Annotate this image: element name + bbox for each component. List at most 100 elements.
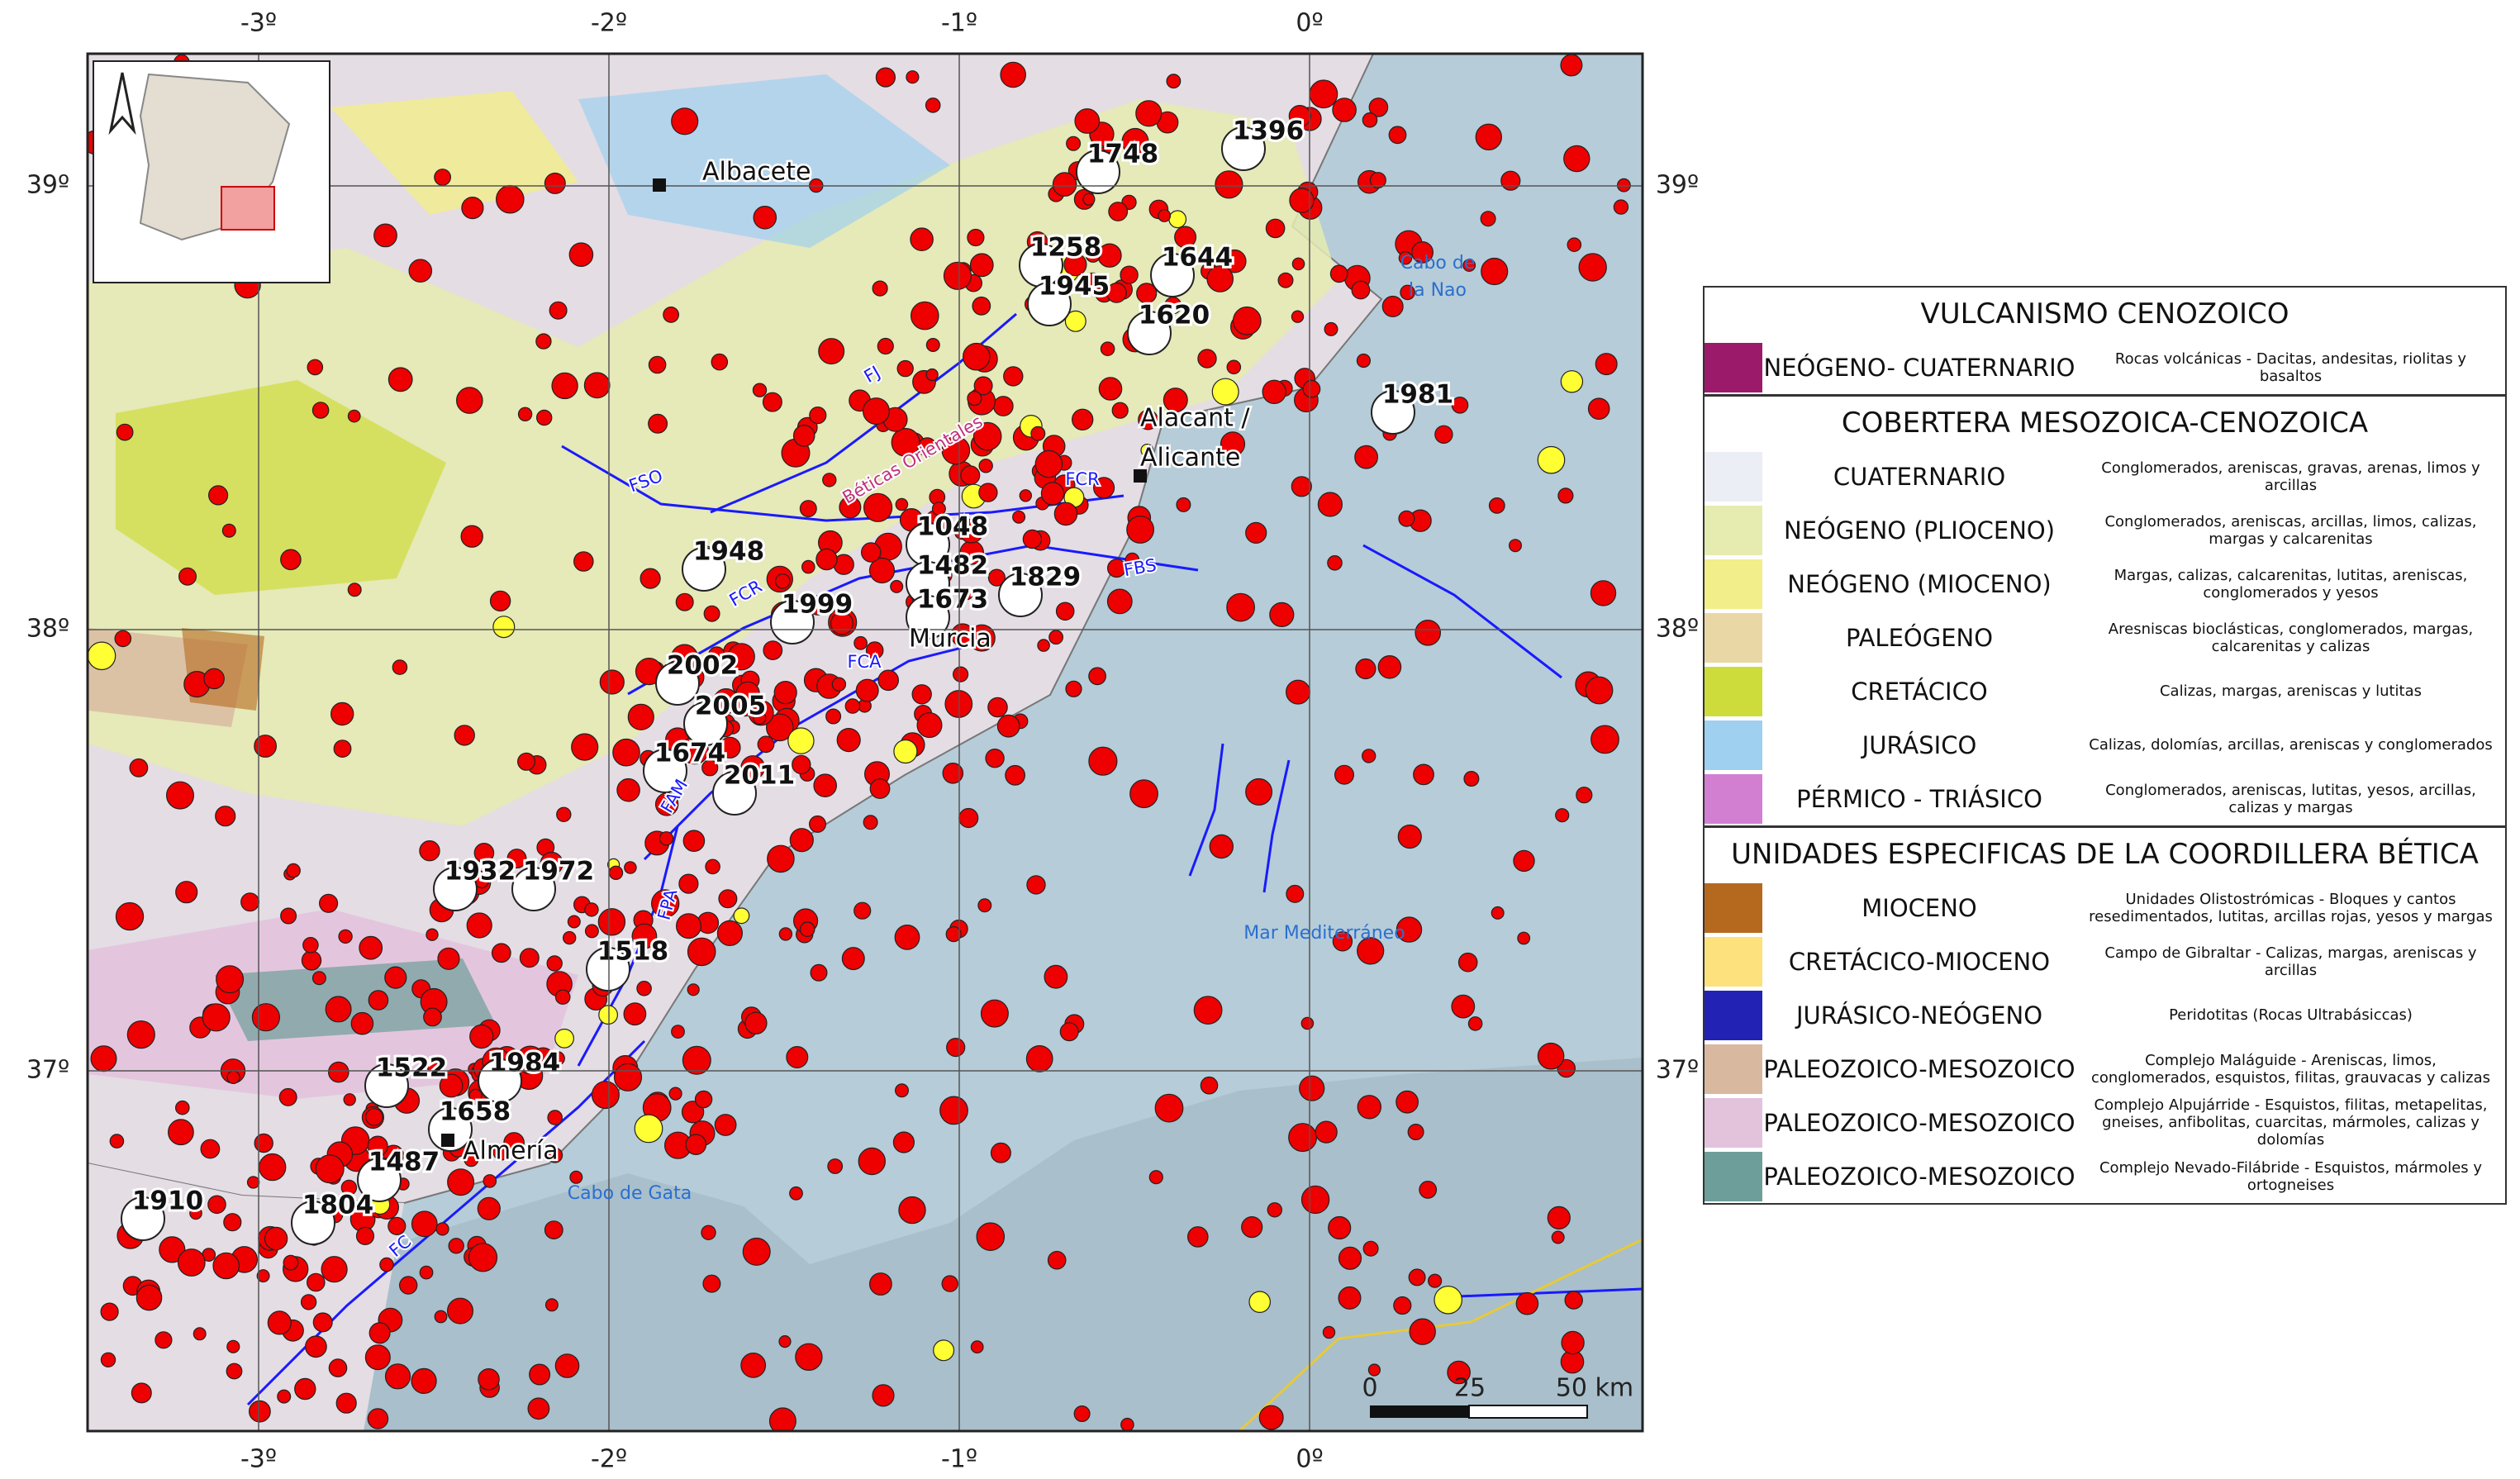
epicenter (1285, 679, 1310, 705)
epicenter (392, 659, 408, 675)
epicenter (556, 806, 572, 823)
legend-section: COBERTERA MESOZOICA-CENOZOICA CUATERNARIO… (1705, 394, 2505, 825)
epicenter (189, 1206, 202, 1220)
epicenter (90, 1045, 117, 1072)
lon-label: -1º (941, 9, 977, 38)
epicenter (987, 568, 1006, 587)
epicenter (1555, 808, 1570, 823)
earthquake-symbol (998, 573, 1043, 617)
epicenter (809, 407, 827, 425)
epicenter (634, 1114, 663, 1144)
legend-name: MIOCENO (1861, 893, 1977, 922)
epicenter (853, 635, 868, 650)
epicenter (911, 301, 939, 331)
earthquake-year: 1620 (1139, 301, 1210, 331)
lon-label: 0º (1296, 1445, 1323, 1474)
epicenter (773, 680, 797, 705)
epicenter (477, 1196, 501, 1220)
epicenter (1071, 408, 1094, 430)
legend-row: PALEÓGENO Aresniscas bioclásticas, conglo… (1705, 611, 2505, 664)
epicenter (338, 929, 353, 944)
epicenter (711, 353, 729, 371)
epicenter (1515, 1291, 1539, 1315)
epicenter (207, 1195, 226, 1215)
epicenter (468, 1088, 483, 1102)
lat-label: 38º (26, 615, 69, 644)
scale-segment (1468, 1405, 1588, 1419)
epicenter (1409, 1318, 1436, 1345)
epicenter (203, 668, 225, 690)
epicenter (925, 97, 941, 113)
epicenter (177, 1248, 206, 1277)
epicenter (1047, 1250, 1067, 1270)
epicenter (1135, 100, 1163, 127)
epicenter (221, 523, 236, 538)
epicenter (1400, 284, 1415, 301)
epicenter (757, 735, 775, 754)
epicenter (478, 1368, 500, 1391)
epicenter (379, 1257, 394, 1272)
epicenter (208, 485, 229, 506)
epicenter (651, 889, 680, 918)
epicenter (350, 1011, 374, 1035)
epicenter (1356, 353, 1372, 369)
epicenter (985, 749, 1005, 768)
earthquake-year: 1981 (1382, 380, 1453, 410)
epicenter (129, 758, 149, 778)
legend-swatch (1705, 342, 1762, 392)
epicenter (970, 1340, 984, 1354)
epicenter (536, 409, 553, 426)
graticule (88, 54, 1643, 1431)
earthquake-symbol (1127, 311, 1172, 355)
epicenter (671, 107, 699, 136)
lon-label: -1º (941, 1445, 977, 1474)
lon-label: 0º (1296, 9, 1323, 38)
epicenter (740, 755, 765, 780)
epicenter (1355, 658, 1376, 680)
epicenter (1082, 193, 1096, 206)
epicenter (599, 669, 625, 695)
epicenter (167, 1119, 194, 1146)
epicenter (1357, 1095, 1382, 1120)
epicenter (1106, 588, 1133, 615)
epicenter (1590, 580, 1617, 606)
epicenter (972, 421, 1002, 451)
epicenter (1517, 931, 1531, 945)
sea-label: Cabo de (1400, 253, 1476, 273)
epicenter (1148, 1170, 1163, 1185)
epicenter (1407, 1123, 1424, 1140)
epicenter (752, 383, 768, 397)
epicenter (1003, 366, 1024, 387)
legend-description: Aresniscas bioclásticas, conglomerados, … (2108, 620, 2474, 655)
epicenter (1064, 310, 1086, 332)
epicenter (419, 839, 440, 862)
epicenter (1315, 1120, 1338, 1144)
earthquake-symbol (121, 1196, 165, 1241)
epicenter (623, 1002, 647, 1026)
epicenter (1166, 74, 1182, 89)
fault (1437, 1287, 1643, 1299)
epicenter (1012, 510, 1026, 524)
legend-description: Conglomerados, areniscas, arcillas, limo… (2104, 512, 2477, 548)
epicenter (1030, 426, 1046, 441)
legend-description: Rocas volcánicas - Dacitas, andesitas, r… (2114, 350, 2467, 385)
scale-label: 25 (1454, 1374, 1486, 1403)
epicenter (280, 549, 302, 571)
legend-description: Margas, calizas, calcarenitas, lutitas, … (2113, 566, 2468, 602)
epicenter (990, 1142, 1011, 1163)
epicenter (212, 1252, 240, 1280)
epicenter (1163, 388, 1188, 413)
epicenter (1413, 763, 1434, 786)
sea-label: Cabo de Gata (568, 1183, 692, 1204)
epicenter (740, 1352, 767, 1378)
earthquake-year: 1948 (693, 537, 764, 567)
lat-label: 38º (1656, 615, 1699, 644)
epicenter (1322, 1325, 1336, 1339)
epicenter (727, 643, 755, 671)
epicenter (778, 927, 793, 941)
epicenter (1059, 1022, 1079, 1042)
epicenter (464, 1152, 479, 1168)
epicenter (1567, 237, 1582, 252)
inset-map (93, 60, 330, 283)
epicenter (569, 1170, 583, 1184)
